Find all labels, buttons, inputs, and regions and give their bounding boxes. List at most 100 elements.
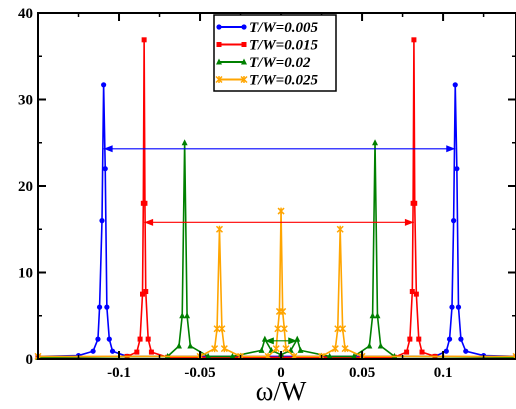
data-point (261, 335, 268, 342)
y-tick-label: 20 (18, 179, 33, 195)
legend-label: T/W=0.015 (249, 38, 318, 54)
data-point (205, 352, 212, 359)
data-point (412, 200, 418, 206)
data-point (215, 225, 224, 233)
data-point (449, 304, 455, 310)
legend-marker (216, 42, 222, 47)
data-point (341, 345, 349, 353)
legend-entry: T/W=0.025 (215, 73, 318, 89)
data-point (455, 304, 462, 310)
data-point (175, 342, 182, 349)
data-point (179, 312, 186, 319)
legend-marker (215, 75, 223, 84)
data-point (336, 225, 344, 233)
legend-label: T/W=0.025 (249, 73, 318, 89)
data-point (184, 312, 191, 319)
data-point (142, 200, 148, 206)
data-point (104, 304, 110, 310)
legend-entry: T/W=0.005 (216, 20, 318, 36)
data-point (446, 336, 453, 342)
arrow-head (288, 337, 298, 345)
y-tick-label: 0 (26, 352, 34, 368)
data-point (282, 345, 290, 353)
data-point (411, 37, 417, 43)
data-point (407, 336, 413, 342)
data-point (419, 349, 425, 355)
y-tick-label: 40 (18, 6, 33, 22)
data-point (229, 352, 236, 359)
x-axis-title: ω/W (256, 376, 307, 406)
x-tick-label: 0.05 (349, 365, 375, 381)
data-point (211, 345, 219, 353)
data-point (326, 352, 333, 359)
data-point (187, 342, 194, 349)
data-point (404, 349, 410, 355)
data-point (454, 166, 460, 172)
data-point (443, 348, 449, 354)
data-point (96, 304, 103, 310)
data-point (141, 37, 147, 43)
axis-ticks: 0 10 20 30 40 -0.1 -0.05 0 0.05 0.1 (18, 6, 516, 381)
data-point (372, 139, 379, 146)
x-tick-label: -0.1 (107, 365, 131, 381)
arrow-head (446, 145, 456, 153)
legend-marker (241, 42, 247, 47)
series-4 (34, 207, 516, 360)
data-point (331, 345, 339, 353)
arrow-head (264, 337, 274, 345)
data-point (413, 291, 419, 297)
data-point (366, 342, 373, 349)
double-arrow (264, 337, 298, 345)
data-point (409, 289, 415, 295)
legend-marker (241, 58, 247, 65)
data-point (279, 307, 287, 315)
data-point (416, 336, 422, 342)
data-point (297, 346, 304, 353)
x-tick-label: 0 (277, 365, 285, 381)
data-point (109, 348, 116, 354)
data-point (277, 207, 285, 215)
arrow-head (404, 218, 414, 226)
data-point (181, 139, 188, 146)
arrow-head (144, 218, 154, 226)
data-point (377, 342, 384, 349)
data-point (280, 325, 288, 333)
data-point (143, 289, 149, 295)
data-point (451, 218, 457, 224)
data-point (220, 345, 228, 353)
legend-marker (216, 24, 222, 30)
data-point (99, 218, 105, 224)
data-point (369, 312, 376, 319)
data-point (95, 336, 101, 342)
legend-marker (216, 58, 222, 65)
data-point (148, 349, 154, 355)
x-tick-label: 0.1 (434, 365, 453, 381)
data-point (258, 346, 265, 353)
legend-marker (240, 75, 248, 84)
data-point (106, 336, 112, 342)
data-point (350, 352, 357, 359)
data-point (339, 325, 347, 333)
data-point (102, 166, 108, 172)
data-point (101, 82, 107, 88)
y-tick-label: 10 (18, 266, 33, 282)
data-point (458, 336, 464, 342)
data-point (294, 335, 301, 342)
data-point (452, 82, 458, 88)
data-point (274, 325, 282, 333)
legend-entry: T/W=0.015 (216, 38, 318, 54)
legend-marker (241, 24, 247, 30)
data-point (272, 345, 280, 353)
data-point (374, 312, 381, 319)
legend-entry: T/W=0.02 (216, 55, 311, 71)
double-arrow (144, 218, 414, 226)
y-tick-label: 30 (18, 93, 33, 109)
data-point (218, 325, 226, 333)
double-arrow (103, 145, 456, 153)
data-point (145, 336, 151, 342)
legend-label: T/W=0.005 (249, 20, 318, 36)
x-tick-label: -0.05 (184, 365, 215, 381)
arrow-head (103, 145, 113, 153)
